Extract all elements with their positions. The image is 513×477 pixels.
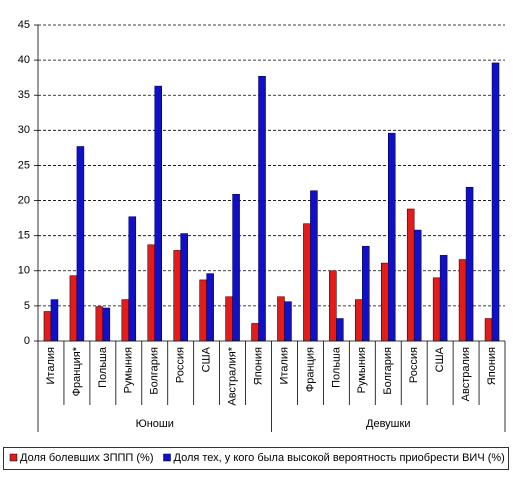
bar — [121, 299, 130, 342]
bar — [258, 76, 266, 342]
bar — [406, 208, 415, 342]
bar — [43, 311, 52, 342]
bar — [355, 299, 363, 342]
bar — [329, 270, 337, 342]
bar — [232, 193, 240, 342]
bar — [413, 229, 422, 342]
x-tick-label: Италия — [278, 347, 290, 385]
bar — [491, 62, 500, 342]
y-tick-label: 15 — [18, 230, 30, 242]
x-tick-label: Япония — [486, 347, 498, 385]
bar — [362, 245, 370, 342]
bar — [173, 250, 181, 342]
bar — [432, 277, 441, 342]
bar — [69, 275, 78, 342]
x-tick-label: Румыния — [356, 347, 368, 393]
legend-box — [3, 447, 509, 470]
bar — [199, 279, 207, 342]
x-tick-label: Франция* — [71, 346, 83, 396]
x-tick-label: Россия — [175, 347, 187, 383]
bar — [381, 262, 389, 342]
bar — [284, 301, 292, 342]
bar — [50, 299, 59, 342]
bar — [388, 132, 396, 342]
y-tick-label: 20 — [18, 194, 30, 206]
legend-swatch — [9, 453, 18, 462]
bar — [147, 244, 155, 342]
bar — [128, 216, 137, 342]
y-tick-label: 25 — [18, 159, 30, 171]
bar — [439, 255, 448, 342]
x-tick-label: Австралия — [460, 347, 472, 401]
x-tick-label: Япония — [252, 347, 264, 385]
legend-label: Доля болевших ЗППП (%) — [20, 452, 154, 464]
y-tick-label: 0 — [24, 335, 30, 347]
bar — [225, 296, 233, 342]
bar — [277, 296, 285, 342]
y-tick-label: 10 — [18, 265, 30, 277]
y-tick-label: 35 — [18, 89, 30, 101]
x-tick-label: Болгария — [382, 347, 394, 395]
x-tick-label: Польша — [330, 346, 342, 388]
x-tick-label: Польша — [97, 346, 109, 388]
bar — [251, 323, 259, 342]
x-tick-label: Румыния — [123, 347, 135, 393]
y-tick-label: 45 — [18, 19, 30, 31]
group-label: Юноши — [136, 418, 174, 430]
bar — [303, 223, 311, 342]
y-tick-label: 40 — [18, 54, 30, 66]
x-tick-label: США — [434, 346, 446, 372]
bar — [310, 190, 318, 342]
x-tick-label: Россия — [408, 347, 420, 383]
bar — [76, 146, 85, 342]
legend-label: Доля тех, у кого была высокой вероятност… — [174, 452, 505, 464]
x-tick-label: США — [201, 346, 213, 372]
bar — [458, 259, 467, 342]
y-tick-label: 5 — [24, 300, 30, 312]
x-tick-label: Франция — [304, 347, 316, 392]
bar — [465, 186, 474, 342]
bar — [206, 273, 214, 342]
bar — [154, 85, 162, 342]
bar — [95, 306, 104, 342]
bar — [336, 318, 344, 342]
x-tick-label: Италия — [45, 347, 57, 385]
bar — [484, 318, 493, 342]
x-tick-label: Болгария — [149, 347, 161, 395]
y-tick-label: 30 — [18, 124, 30, 136]
legend-swatch — [163, 453, 171, 462]
group-label: Девушки — [366, 418, 410, 430]
bar — [180, 233, 188, 342]
bar — [102, 307, 111, 342]
x-tick-label: Австралия* — [226, 346, 238, 405]
